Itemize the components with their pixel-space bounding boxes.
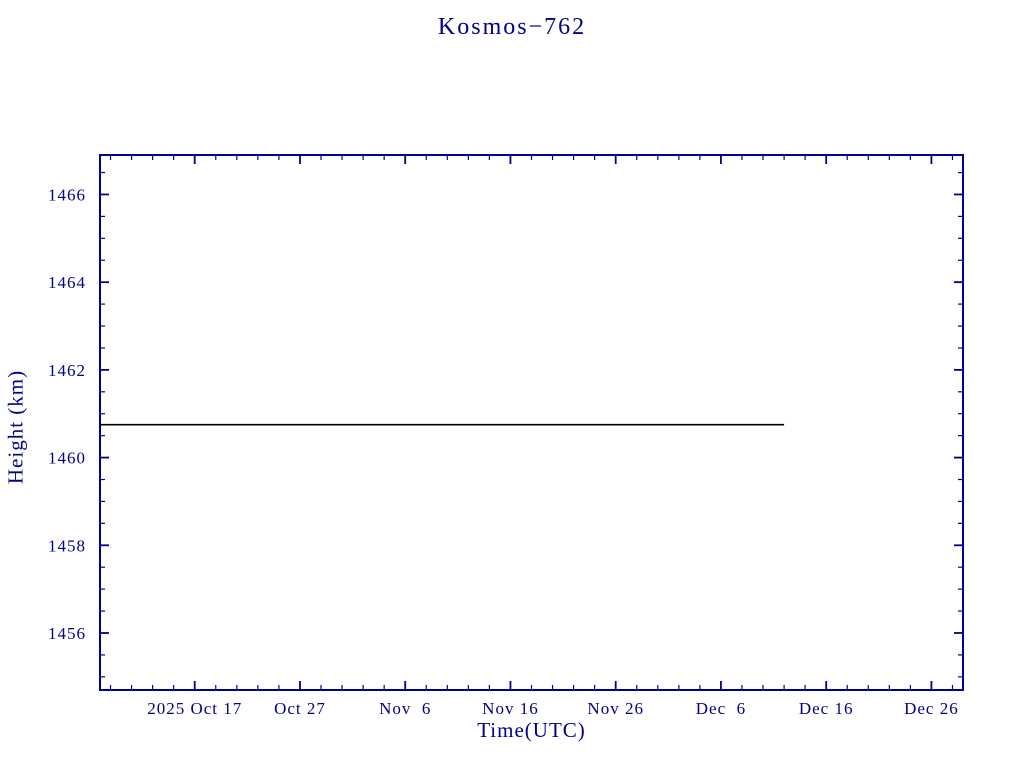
x-tick-label: Nov 16 bbox=[482, 699, 539, 718]
plot-frame bbox=[99, 154, 964, 691]
x-axis-title: Time(UTC) bbox=[477, 718, 586, 742]
y-tick-label: 1464 bbox=[48, 273, 86, 292]
y-tick-label: 1460 bbox=[48, 449, 86, 468]
y-tick-label: 1458 bbox=[48, 536, 86, 555]
x-tick-label: 2025 Oct 17 bbox=[147, 699, 242, 718]
x-tick-label: Oct 27 bbox=[274, 699, 326, 718]
x-tick-label: Nov 6 bbox=[379, 699, 431, 718]
y-tick-label: 1456 bbox=[48, 624, 86, 643]
y-tick-label: 1462 bbox=[48, 361, 86, 380]
x-tick-label: Nov 26 bbox=[587, 699, 644, 718]
x-tick-label: Dec 6 bbox=[696, 699, 746, 718]
x-tick-label: Dec 26 bbox=[904, 699, 959, 718]
chart-title: Kosmos−762 bbox=[437, 14, 587, 40]
y-tick-label: 1466 bbox=[48, 185, 86, 204]
x-tick-label: Dec 16 bbox=[799, 699, 854, 718]
